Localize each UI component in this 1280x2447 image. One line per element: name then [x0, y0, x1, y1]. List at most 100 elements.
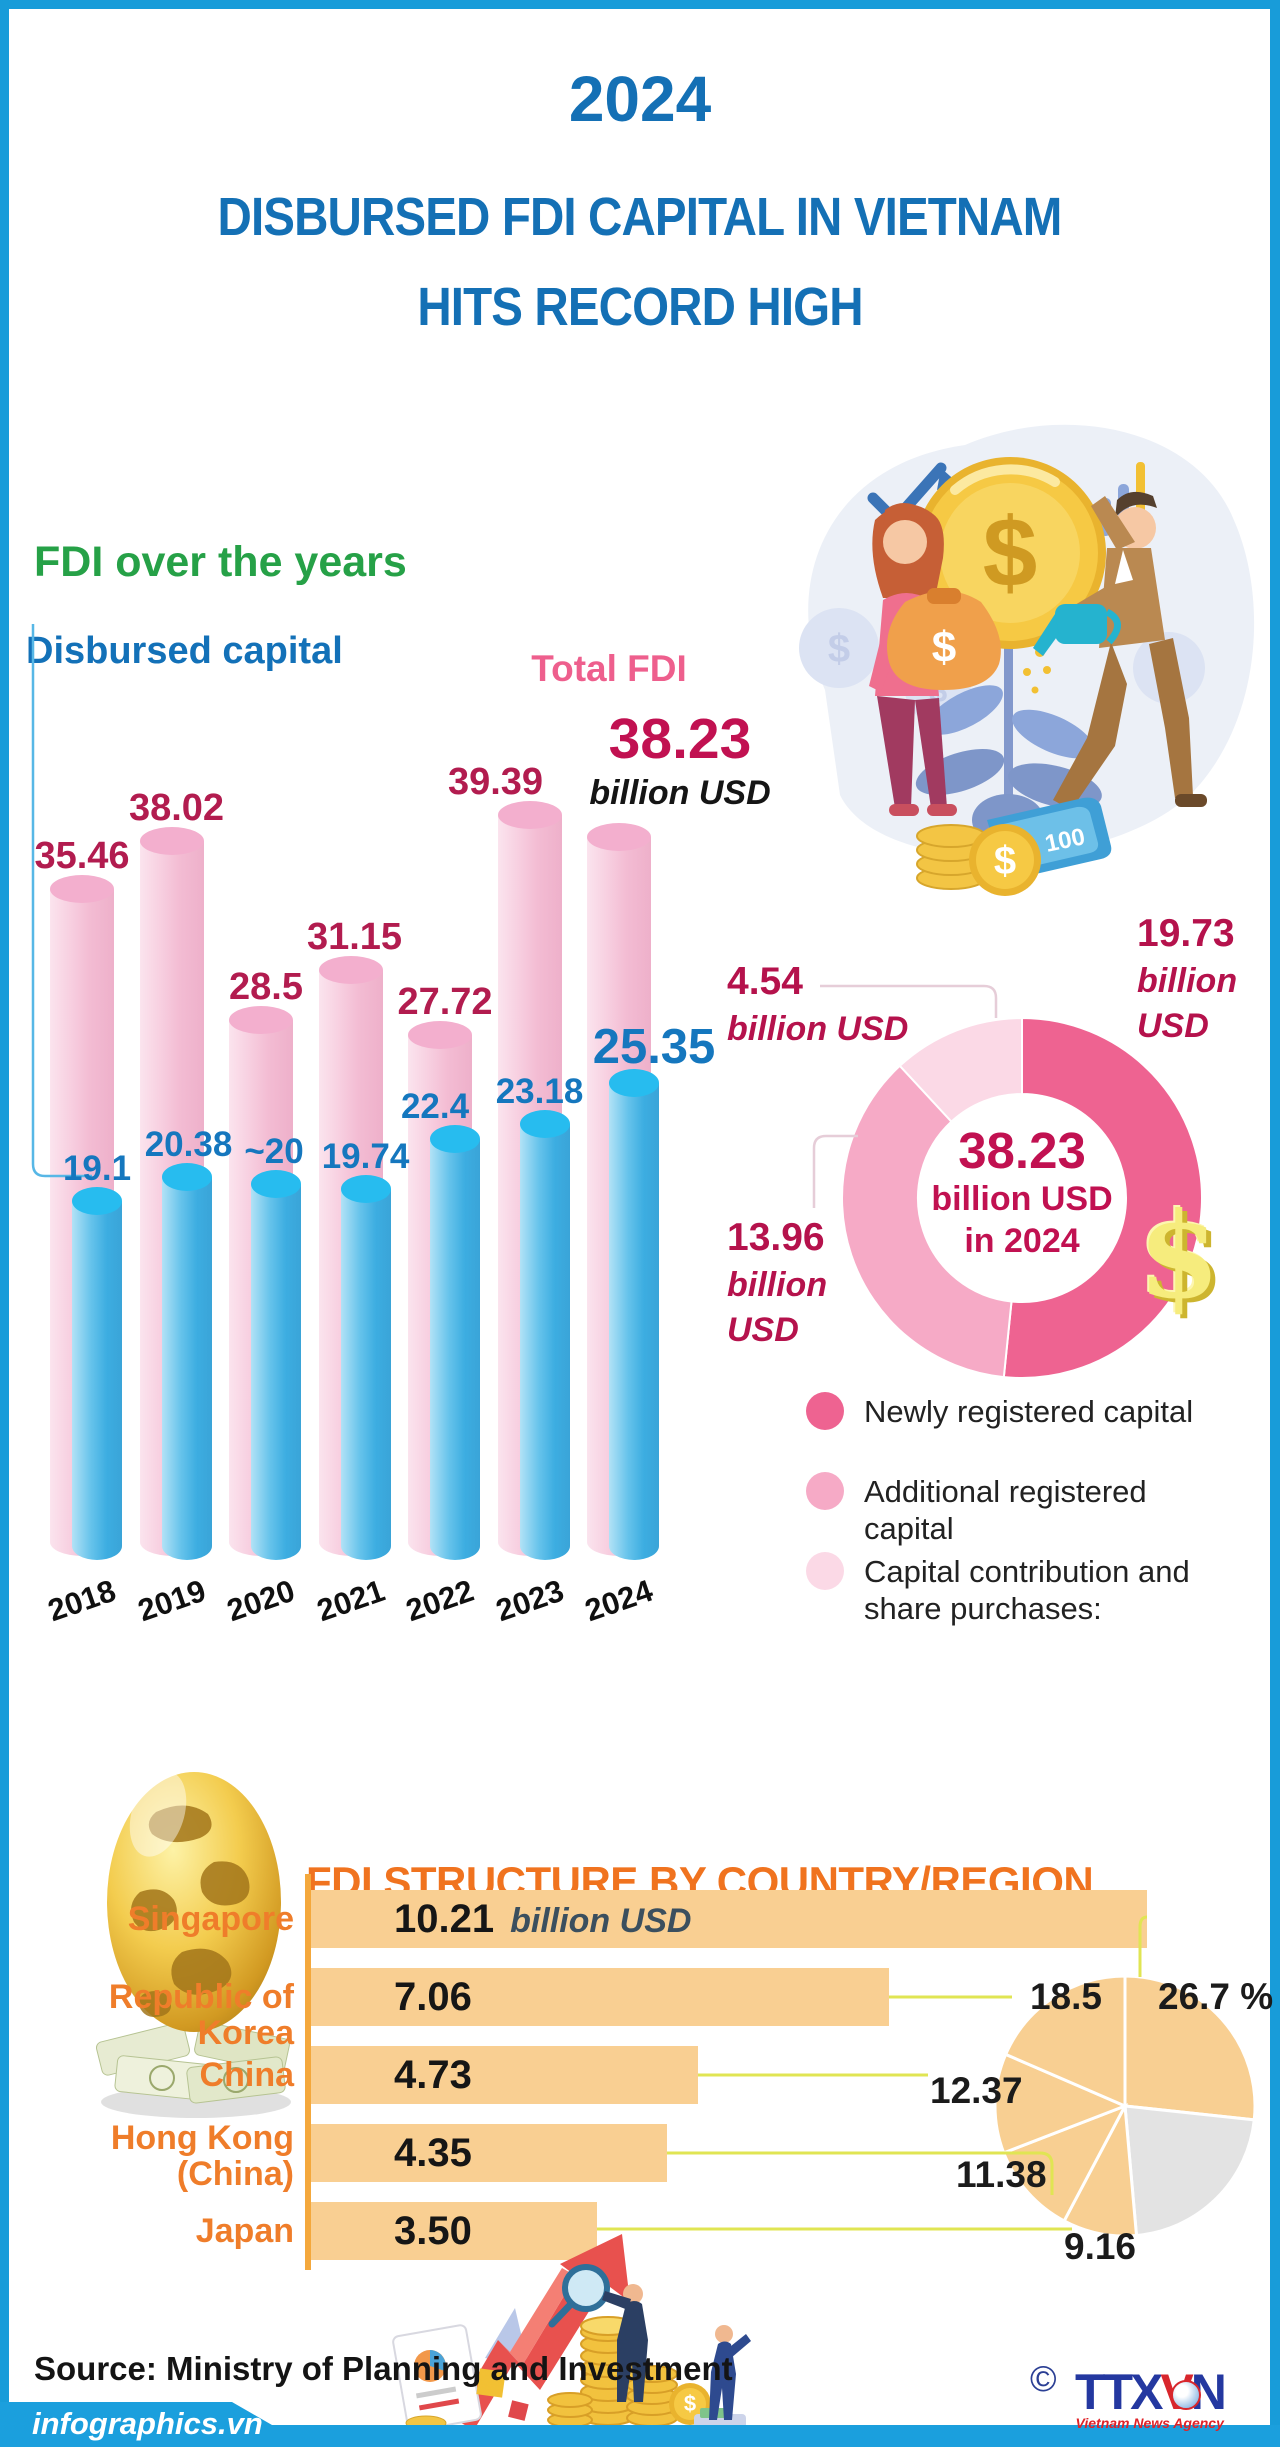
- pie-slice-5: [1003, 1974, 1127, 2109]
- pie-slice-4: [993, 2052, 1129, 2155]
- ttxvn-logo-text: TTXVN: [1074, 2364, 1227, 2420]
- donut-label-newly: 19.73 billion USD: [1137, 912, 1238, 1046]
- disbursed-bar-2023: [519, 1110, 570, 1560]
- country-bar-4: [310, 2202, 597, 2260]
- header-year: 2024: [568, 63, 712, 135]
- legend-dot-1: [806, 1472, 844, 1510]
- country-value-unit: billion USD: [510, 1902, 692, 1940]
- country-value-2: 4.73: [394, 2053, 472, 2097]
- svg-text:$: $: [994, 839, 1016, 883]
- donut-center-label: 38.23 billion USD in 2024: [931, 1122, 1113, 1261]
- donut-slice-0: [1002, 1016, 1203, 1379]
- gold-dollar-icon: $: [1138, 1186, 1221, 1325]
- pie-percent-4: 9.16: [1064, 2226, 1137, 2267]
- country-bar-0: [310, 1890, 1148, 1948]
- world-map-blotches: [131, 1805, 250, 2017]
- country-bar-3: [310, 2124, 667, 2182]
- total-value-2021: 31.15: [306, 916, 403, 959]
- year-label-2024: 2024: [580, 1572, 658, 1629]
- golden-globe-egg: [107, 1772, 281, 2032]
- analysis-growth-illustration: $: [392, 2234, 751, 2440]
- fdi-2024-donut-chart: [841, 1016, 1203, 1379]
- disbursed-value-2022: 22.4: [400, 1086, 470, 1126]
- country-value-0: 10.21 billion USD: [394, 1897, 692, 1941]
- legend-total-fdi: Total FDI: [531, 648, 687, 689]
- watering-can-icon: [1033, 604, 1121, 656]
- money-plant-stem: [1004, 642, 1013, 802]
- total-value-2018: 35.46: [34, 835, 130, 878]
- country-value-1: 7.06: [394, 1975, 472, 2019]
- legend-label-1: Additional registered capital: [864, 1474, 1147, 1546]
- pie-percent-1: 18.5: [1029, 1976, 1102, 2017]
- country-bar-2: [310, 2046, 698, 2104]
- legend-label-0: Newly registered capital: [864, 1394, 1194, 1429]
- total-value-2022: 27.72: [397, 980, 493, 1023]
- total-value-2019: 38.02: [128, 787, 225, 830]
- legend-item-1: Additional registered capital: [806, 1472, 1209, 1547]
- svg-text:$: $: [983, 497, 1038, 607]
- donut-label-additional: 13.96 billion USD: [727, 1216, 828, 1350]
- legend-disbursed-capital: Disbursed capital: [26, 630, 343, 672]
- copyright-icon: ©: [1030, 2358, 1057, 2399]
- country-value-4: 3.50: [394, 2209, 472, 2253]
- pointing-person: [694, 2325, 751, 2430]
- disbursed-bar-2024: [609, 1069, 659, 1560]
- disbursed-bar-2018: [72, 1186, 122, 1560]
- svg-text:$: $: [828, 627, 850, 671]
- disbursed-bar-2021: [340, 1174, 391, 1560]
- legend-label-2: Capital contribution and share purchases…: [864, 1554, 1190, 1626]
- section-title-fdi-years: FDI over the years: [34, 538, 407, 586]
- disbursed-bar-2022: [430, 1124, 480, 1560]
- investment-growth-illustration: $ $ $: [799, 424, 1255, 896]
- coins-and-bills: 100 $: [916, 797, 1112, 896]
- country-label-1: Republic of Korea: [108, 1978, 294, 2053]
- disbursed-value-2024: 25.35: [592, 1020, 716, 1075]
- country-label-0: Singapore: [127, 1900, 294, 1938]
- total-fdi-2024-unit: billion USD: [589, 774, 771, 812]
- right-border: [1270, 0, 1280, 2447]
- total-value-2023: 39.39: [447, 761, 544, 804]
- pie-slice-1: [1123, 2104, 1256, 2238]
- donut-slice-1: [841, 1064, 1013, 1379]
- disbursed-value-2023: 23.18: [495, 1072, 584, 1112]
- money-bag-icon: $: [887, 588, 1001, 690]
- globe-icon: [1170, 2380, 1201, 2410]
- top-border: [0, 0, 1280, 9]
- pie-percent-0: 26.7 %: [1158, 1976, 1274, 2017]
- footer-ribbon: [0, 2402, 1280, 2447]
- country-label-4: Japan: [195, 2212, 294, 2250]
- legend-dot-2: [806, 1552, 844, 1590]
- vna-caption: Vietnam News Agency: [1075, 2415, 1224, 2431]
- total-value-2020: 28.5: [229, 966, 303, 1009]
- country-value-3: 4.35: [394, 2131, 472, 2175]
- left-border: [0, 0, 9, 2447]
- magnifier-person: [548, 2264, 648, 2402]
- dollar-bills-pile: [96, 2021, 290, 2104]
- donut-slice-2: [898, 1016, 1023, 1124]
- pie-slice-0: [1123, 1974, 1257, 2122]
- total-fdi-2024-value: 38.23: [608, 707, 752, 771]
- donut-legend: Newly registered capital Additional regis…: [806, 1392, 1266, 1652]
- country-chart-axis: [305, 1874, 311, 2270]
- source-note: Source: Ministry of Planning and Investm…: [34, 2350, 733, 2387]
- disbursed-value-2019: 20.38: [144, 1124, 233, 1164]
- country-share-pie-chart: [993, 1974, 1257, 2238]
- svg-text:$: $: [932, 623, 956, 672]
- disbursed-value-2021: 19.74: [321, 1136, 410, 1176]
- site-link[interactable]: infographics.vn: [32, 2406, 263, 2441]
- legend-dot-0: [806, 1392, 844, 1430]
- vna-logo: © TTXVN Vietnam News Agency: [1030, 2358, 1227, 2431]
- svg-text:$: $: [684, 2391, 696, 2416]
- country-label-3: Hong Kong (China): [110, 2119, 294, 2194]
- disbursed-value-2020: ~20: [244, 1132, 304, 1171]
- country-bar-1: [310, 1968, 889, 2026]
- disbursed-bar-2019: [161, 1162, 212, 1560]
- pie-percent-2: 12.37: [930, 2070, 1023, 2111]
- golden-egg-illustration: [96, 1771, 291, 2118]
- disbursed-bar-2020: [251, 1170, 301, 1560]
- legend-item-2: Capital contribution and share purchases…: [806, 1552, 1209, 1627]
- legend-item-0: Newly registered capital: [806, 1392, 1193, 1431]
- page-title-line2: HITS RECORD HIGH: [417, 277, 863, 337]
- pie-percent-3: 11.38: [956, 2154, 1047, 2195]
